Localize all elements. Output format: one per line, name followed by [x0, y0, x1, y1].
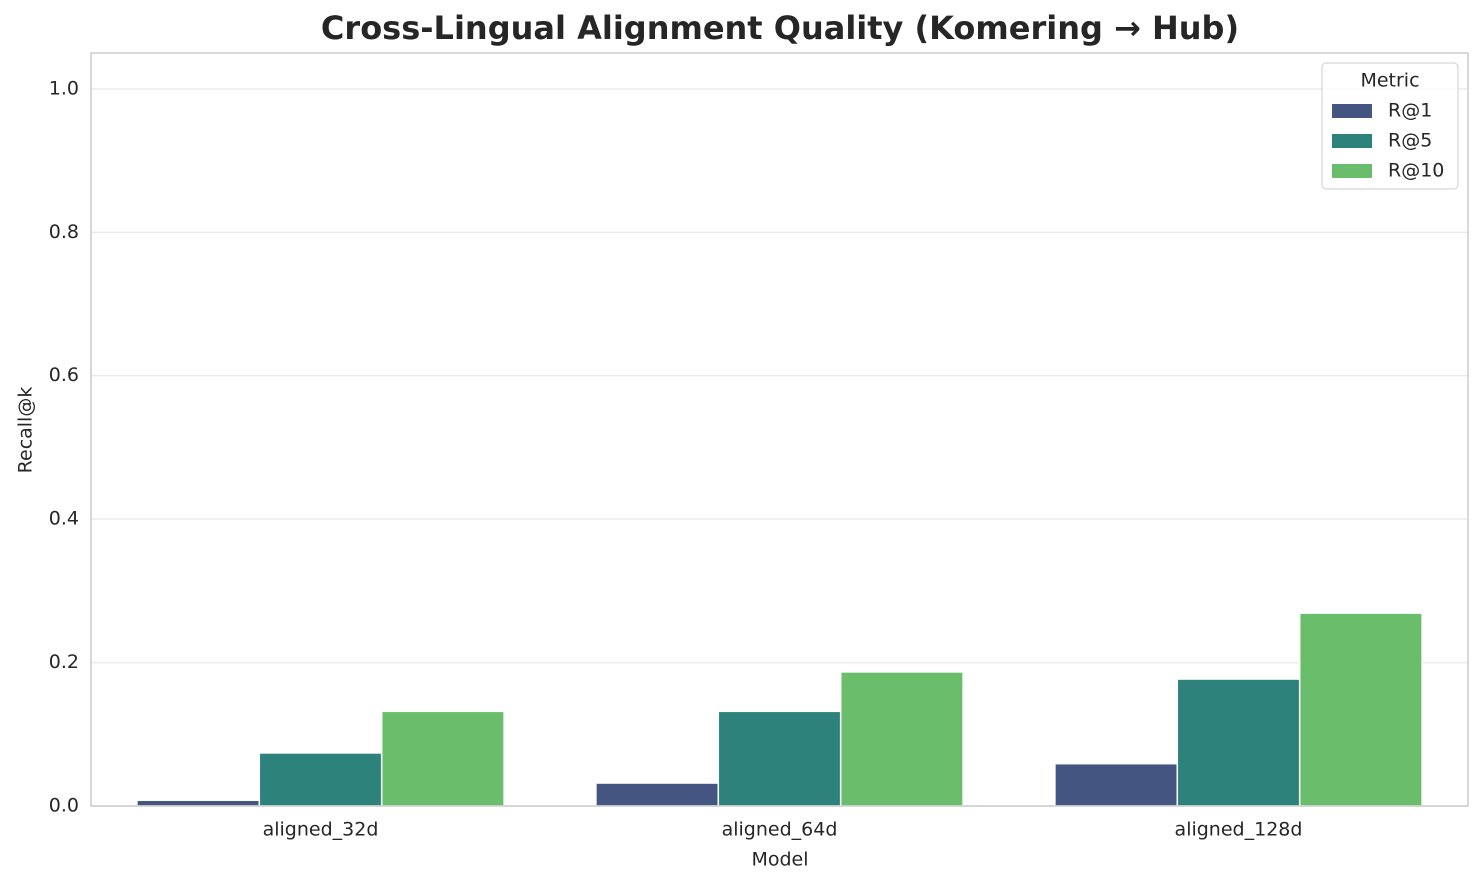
chart-title: Cross-Lingual Alignment Quality (Komerin… — [321, 9, 1239, 47]
legend-label: R@10 — [1388, 160, 1444, 182]
y-tick-label: 0.0 — [49, 795, 79, 817]
bar — [717, 710, 842, 807]
x-tick-label: aligned_32d — [263, 819, 379, 841]
legend-box — [1321, 62, 1459, 190]
bar — [258, 752, 383, 807]
bar — [136, 799, 261, 807]
bar — [595, 782, 720, 807]
bar — [1176, 678, 1301, 807]
x-tick-label: aligned_128d — [1175, 819, 1303, 841]
legend: Metric R@1 R@5 R@10 — [1321, 62, 1459, 190]
y-tick-label: 0.4 — [49, 508, 79, 530]
bar — [839, 671, 964, 807]
bar — [1054, 762, 1179, 807]
bar — [380, 710, 505, 807]
legend-swatch — [1332, 134, 1372, 148]
y-tick-label: 0.8 — [49, 221, 79, 243]
y-tick-label: 0.2 — [49, 651, 79, 673]
legend-label: R@5 — [1388, 130, 1432, 152]
x-axis-label: Model — [751, 849, 808, 871]
y-tick-label: 1.0 — [49, 77, 79, 99]
y-axis-label: Recall@k — [15, 387, 37, 474]
legend-title: Metric — [1360, 70, 1419, 92]
legend-swatch — [1332, 104, 1372, 118]
legend-label: R@1 — [1388, 100, 1432, 122]
y-tick-label: 0.6 — [49, 364, 79, 386]
bar — [1298, 612, 1423, 807]
plot-frame — [90, 52, 1469, 807]
x-tick-label: aligned_64d — [722, 819, 838, 841]
legend-swatch — [1332, 164, 1372, 178]
